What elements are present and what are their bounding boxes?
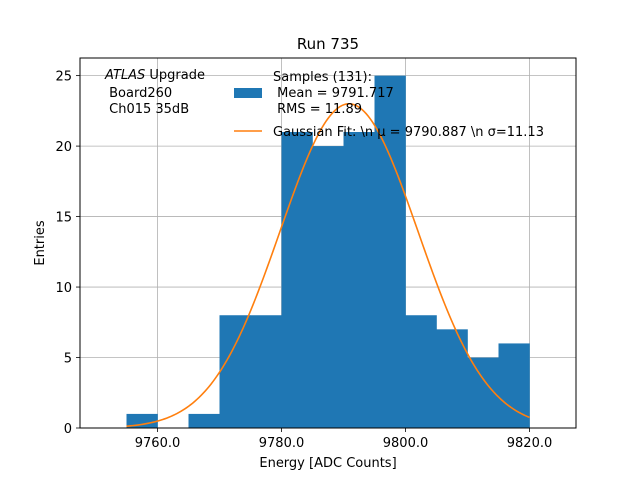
histogram-bars	[126, 75, 530, 428]
x-tick-label-2: 9800.0	[383, 436, 429, 451]
axis-ticks: 9760.0 9780.0 9800.0 9820.0 0 5 10 15 20 25	[55, 70, 552, 451]
annotation-line-2: Board260	[105, 86, 172, 101]
y-axis-label: Entries	[33, 220, 48, 266]
histogram-bar-6	[312, 146, 344, 428]
x-tick-label-1: 9780.0	[259, 436, 305, 451]
histogram-bar-3	[219, 315, 251, 428]
x-tick-label-0: 9760.0	[135, 436, 181, 451]
histogram-bar-5	[281, 132, 313, 428]
legend-fit-label: Gaussian Fit: \n μ = 9790.887 \n σ=11.13	[273, 125, 544, 140]
histogram-bar-4	[250, 315, 282, 428]
legend-samples-swatch	[234, 88, 262, 98]
annotation-line-3: Ch015 35dB	[105, 102, 189, 117]
annotation-line-1: ATLAS Upgrade	[104, 68, 205, 83]
y-tick-label-3: 15	[55, 211, 72, 226]
y-tick-label-2: 10	[55, 281, 72, 296]
plot-frame	[79, 57, 577, 429]
legend-samples-line-2: Mean = 9791.717	[273, 86, 394, 101]
legend-samples-line-3: RMS = 11.89	[273, 102, 362, 117]
histogram-bar-12	[498, 343, 530, 428]
y-tick-label-1: 5	[64, 352, 72, 367]
y-tick-label-5: 25	[55, 70, 72, 85]
histogram-bar-7	[343, 132, 375, 428]
legend: Samples (131): Mean = 9791.717 RMS = 11.…	[234, 70, 544, 140]
annotation-upgrade: Upgrade	[145, 68, 205, 83]
histogram-bar-2	[188, 413, 220, 428]
y-tick-label-4: 20	[55, 140, 72, 155]
annotation-atlas: ATLAS	[104, 68, 145, 83]
gaussian-fit-curve	[126, 103, 530, 428]
chart-title: Run 735	[297, 35, 359, 53]
y-tick-label-0: 0	[64, 422, 72, 437]
legend-samples-line-1: Samples (131):	[273, 70, 372, 85]
histogram-bar-0	[126, 413, 158, 428]
histogram-bar-9	[405, 315, 437, 428]
x-axis-label: Energy [ADC Counts]	[259, 456, 396, 471]
x-tick-label-3: 9820.0	[507, 436, 553, 451]
